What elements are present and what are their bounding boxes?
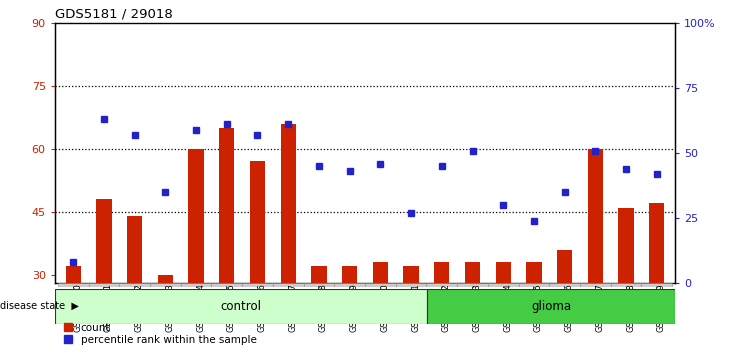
Bar [188,149,204,354]
Bar [588,149,603,354]
Text: GSM769922: GSM769922 [134,283,144,332]
Bar [457,283,488,287]
Text: GDS5181 / 29018: GDS5181 / 29018 [55,7,172,20]
Bar [426,283,457,287]
Bar [280,124,296,354]
Bar [242,283,273,287]
Legend: count, percentile rank within the sample: count, percentile rank within the sample [60,318,261,349]
Text: GSM769930: GSM769930 [380,283,389,332]
Text: GSM769936: GSM769936 [565,283,574,332]
Bar [58,283,88,287]
Text: GSM769929: GSM769929 [350,283,358,332]
FancyBboxPatch shape [427,289,675,324]
Text: GSM769928: GSM769928 [319,283,328,332]
Text: GSM769926: GSM769926 [258,283,266,332]
Bar [649,204,664,354]
Text: GSM769927: GSM769927 [288,283,297,332]
Text: GSM769932: GSM769932 [442,283,451,332]
Bar [404,267,419,354]
Bar [526,262,542,354]
Bar [181,283,212,287]
Bar [373,262,388,354]
Bar [273,283,304,287]
Text: disease state  ▶: disease state ▶ [0,301,79,311]
Text: GSM769939: GSM769939 [657,283,666,332]
Text: GSM769938: GSM769938 [626,283,635,332]
Bar [304,283,334,287]
Bar [549,283,580,287]
Bar [127,216,142,354]
Text: GSM769934: GSM769934 [503,283,512,332]
Text: GSM769937: GSM769937 [596,283,604,332]
Text: GSM769931: GSM769931 [411,283,420,332]
Bar [212,283,242,287]
Text: GSM769920: GSM769920 [73,283,82,332]
Bar [158,275,173,354]
Bar [365,283,396,287]
Text: control: control [220,300,261,313]
Bar [488,283,518,287]
Text: GSM769933: GSM769933 [472,283,482,332]
Text: glioma: glioma [531,300,571,313]
Bar [334,283,365,287]
Bar [219,128,234,354]
Bar [465,262,480,354]
Bar [311,267,326,354]
Bar [96,199,112,354]
Bar [496,262,511,354]
Text: GSM769925: GSM769925 [227,283,236,332]
Bar [66,267,81,354]
Bar [150,283,181,287]
Bar [342,267,357,354]
Bar [642,283,672,287]
Bar [396,283,426,287]
Text: GSM769921: GSM769921 [104,283,113,332]
Text: GSM769924: GSM769924 [196,283,205,332]
Bar [434,262,450,354]
Bar [618,208,634,354]
Text: GSM769935: GSM769935 [534,283,543,332]
FancyBboxPatch shape [55,289,427,324]
Text: GSM769923: GSM769923 [165,283,174,332]
Bar [557,250,572,354]
Bar [119,283,150,287]
Bar [250,161,265,354]
Bar [580,283,611,287]
Bar [518,283,549,287]
Bar [611,283,642,287]
Bar [88,283,119,287]
